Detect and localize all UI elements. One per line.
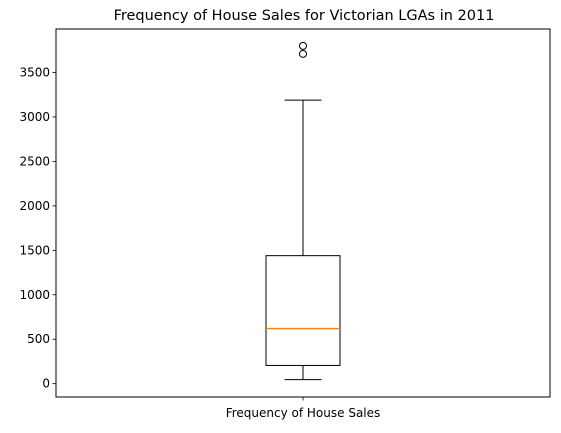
y-tick-label: 2500	[19, 154, 50, 168]
outlier-point	[299, 41, 307, 50]
chart-title: Frequency of House Sales for Victorian L…	[114, 8, 495, 24]
plot-area: 0 500 1000 1500 2000 2500 3000 3500 Frequency of…	[19, 41, 381, 420]
x-tick-label: Frequency of House Sales	[226, 406, 381, 420]
y-tick-label: 3500	[19, 66, 50, 80]
axes-frame	[55, 28, 551, 398]
y-tick-label: 0	[42, 377, 50, 391]
y-tick-label: 2000	[19, 199, 50, 213]
y-tick-label: 3000	[19, 110, 50, 124]
y-tick-label: 1500	[19, 243, 50, 257]
iqr-box	[265, 255, 341, 366]
outlier-point	[299, 49, 307, 58]
y-tick-label: 500	[27, 332, 50, 346]
y-tick-label: 1000	[19, 288, 50, 302]
